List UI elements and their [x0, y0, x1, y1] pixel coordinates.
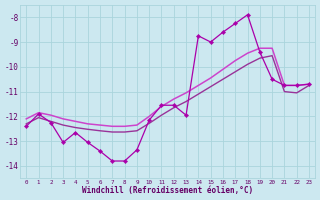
X-axis label: Windchill (Refroidissement éolien,°C): Windchill (Refroidissement éolien,°C) [82, 186, 253, 195]
